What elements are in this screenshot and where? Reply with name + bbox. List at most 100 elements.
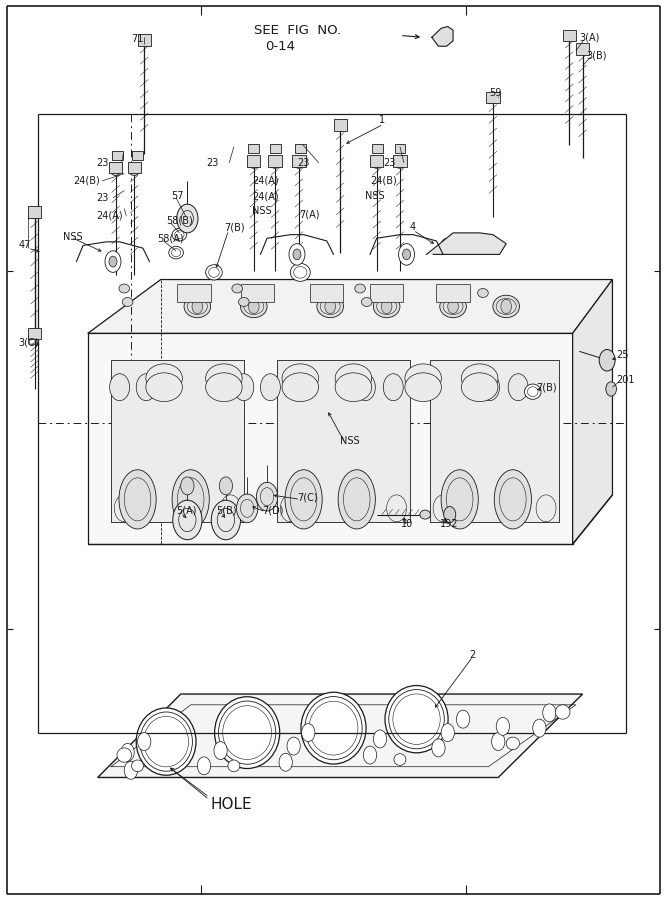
Ellipse shape	[205, 364, 242, 392]
Text: 57: 57	[171, 191, 183, 201]
Text: 23: 23	[206, 158, 218, 168]
Circle shape	[136, 374, 156, 400]
Circle shape	[234, 374, 253, 400]
Ellipse shape	[205, 373, 242, 401]
Circle shape	[501, 300, 512, 313]
Ellipse shape	[394, 753, 406, 765]
Ellipse shape	[282, 373, 319, 401]
Text: 7(B): 7(B)	[224, 222, 245, 232]
Ellipse shape	[362, 298, 372, 306]
Ellipse shape	[282, 364, 319, 392]
Circle shape	[237, 494, 257, 523]
Text: 24(B): 24(B)	[371, 176, 398, 185]
Ellipse shape	[405, 373, 442, 401]
Bar	[268, 156, 281, 166]
Circle shape	[606, 382, 616, 396]
Circle shape	[105, 251, 121, 273]
Text: 24(A): 24(A)	[96, 211, 123, 220]
Text: 7(A): 7(A)	[299, 209, 319, 219]
Ellipse shape	[169, 247, 183, 259]
Circle shape	[441, 724, 454, 742]
Bar	[370, 284, 404, 302]
Ellipse shape	[440, 295, 466, 318]
Text: NSS: NSS	[63, 232, 83, 242]
Ellipse shape	[119, 284, 129, 293]
Text: 23: 23	[96, 158, 109, 168]
Circle shape	[289, 244, 305, 266]
Text: 3(B): 3(B)	[586, 50, 606, 60]
Ellipse shape	[136, 708, 196, 775]
Circle shape	[293, 249, 301, 260]
Polygon shape	[97, 694, 582, 778]
Ellipse shape	[578, 47, 587, 54]
Text: 3(C): 3(C)	[19, 338, 39, 347]
Ellipse shape	[494, 470, 532, 529]
Ellipse shape	[270, 161, 279, 168]
Polygon shape	[432, 26, 453, 46]
Circle shape	[403, 249, 411, 260]
Bar	[430, 360, 560, 522]
Ellipse shape	[131, 760, 143, 771]
Ellipse shape	[524, 384, 541, 400]
Circle shape	[124, 761, 137, 779]
Polygon shape	[88, 333, 573, 544]
Bar	[270, 144, 281, 153]
Ellipse shape	[420, 510, 430, 519]
Text: 3(A): 3(A)	[579, 32, 600, 42]
Text: 23: 23	[384, 158, 396, 168]
Circle shape	[508, 374, 528, 400]
Circle shape	[456, 710, 470, 728]
Ellipse shape	[172, 229, 187, 241]
Circle shape	[181, 477, 194, 495]
Circle shape	[192, 300, 203, 313]
Ellipse shape	[488, 96, 498, 104]
Ellipse shape	[441, 470, 478, 529]
Ellipse shape	[556, 705, 570, 719]
Circle shape	[137, 733, 151, 751]
Circle shape	[211, 500, 241, 540]
Text: 2: 2	[470, 650, 476, 660]
Ellipse shape	[139, 38, 149, 45]
Circle shape	[448, 300, 458, 313]
Bar	[563, 30, 576, 41]
Ellipse shape	[355, 284, 366, 293]
Ellipse shape	[228, 760, 240, 771]
Circle shape	[121, 743, 134, 761]
Ellipse shape	[239, 298, 249, 306]
Text: 5(A): 5(A)	[176, 505, 197, 515]
Circle shape	[382, 300, 392, 313]
Circle shape	[109, 374, 129, 400]
Ellipse shape	[129, 168, 139, 176]
Text: 23: 23	[96, 193, 109, 202]
Circle shape	[287, 737, 300, 755]
Bar	[436, 284, 470, 302]
Circle shape	[197, 757, 211, 775]
Text: 1: 1	[379, 115, 385, 125]
Circle shape	[301, 724, 315, 742]
Text: 7(B): 7(B)	[536, 382, 557, 392]
Ellipse shape	[172, 470, 209, 529]
Circle shape	[219, 477, 233, 495]
Circle shape	[279, 753, 292, 771]
Bar	[310, 284, 344, 302]
Ellipse shape	[493, 295, 520, 318]
Ellipse shape	[241, 295, 267, 318]
Text: 10: 10	[402, 519, 414, 529]
Text: SEE  FIG  NO.: SEE FIG NO.	[253, 23, 341, 37]
Circle shape	[432, 739, 445, 757]
Bar	[177, 284, 211, 302]
Text: NSS: NSS	[366, 191, 385, 201]
Bar	[112, 151, 123, 160]
Circle shape	[374, 730, 387, 748]
Bar	[249, 144, 259, 153]
Ellipse shape	[462, 373, 498, 401]
Bar	[109, 161, 122, 173]
Circle shape	[481, 238, 492, 253]
Text: 71: 71	[131, 34, 143, 44]
Bar	[241, 284, 273, 302]
Text: 25: 25	[616, 350, 628, 360]
Ellipse shape	[146, 364, 182, 392]
Circle shape	[399, 244, 414, 266]
Bar	[132, 151, 143, 160]
Text: 4: 4	[410, 222, 416, 232]
